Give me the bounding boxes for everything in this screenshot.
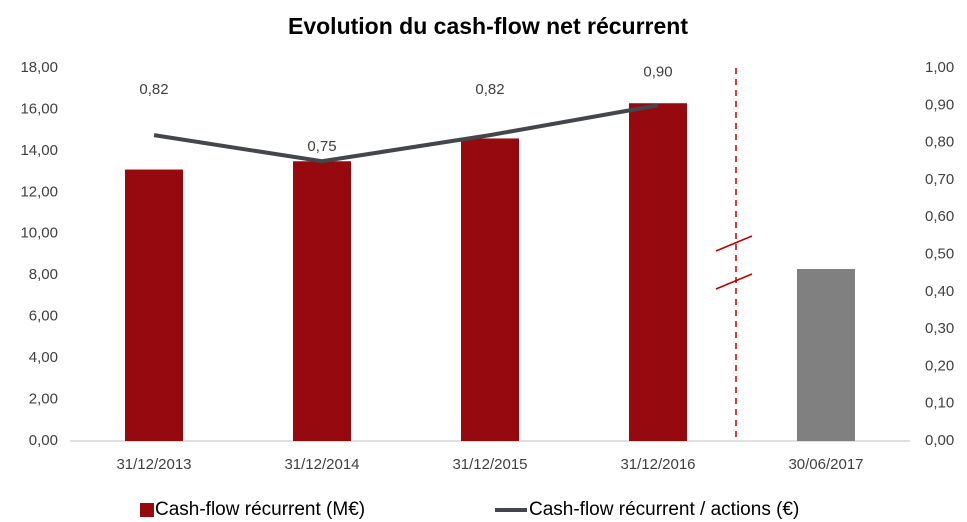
y2-tick-label: 0,40	[925, 283, 954, 300]
data-label: 0,90	[643, 63, 672, 80]
chart-title: Evolution du cash-flow net récurrent	[288, 13, 688, 39]
y-tick-label: 16,00	[20, 100, 58, 117]
x-tick-label: 31/12/2014	[284, 456, 359, 473]
bar	[797, 269, 855, 441]
legend-swatch	[140, 503, 154, 517]
y-tick-label: 0,00	[29, 432, 58, 449]
legend-label: Cash-flow récurrent (M€)	[155, 499, 365, 520]
data-label: 0,82	[139, 81, 168, 98]
axis-break	[715, 273, 753, 290]
x-tick-label: 31/12/2015	[452, 456, 527, 473]
bar	[293, 161, 351, 441]
axis-break	[715, 235, 753, 252]
y-tick-label: 6,00	[29, 308, 58, 325]
y2-tick-label: 0,10	[925, 395, 954, 412]
y2-tick-label: 0,70	[925, 171, 954, 188]
bar	[629, 103, 687, 441]
y-tick-label: 8,00	[29, 266, 58, 283]
line	[153, 103, 659, 164]
y-tick-label: 12,00	[20, 183, 58, 200]
x-tick-label: 31/12/2016	[620, 456, 695, 473]
data-label: 0,75	[307, 138, 336, 155]
legend-label: Cash-flow récurrent / actions (€)	[529, 499, 799, 520]
bar	[125, 169, 183, 442]
y-tick-label: 4,00	[29, 349, 58, 366]
x-tick-label: 30/06/2017	[788, 456, 863, 473]
y-tick-label: 14,00	[20, 142, 58, 159]
y2-tick-label: 0,60	[925, 208, 954, 225]
y2-tick-label: 0,50	[925, 245, 954, 262]
y-tick-label: 18,00	[20, 59, 58, 76]
y2-tick-label: 0,30	[925, 320, 954, 337]
y-tick-label: 10,00	[20, 225, 58, 242]
y2-tick-label: 0,80	[925, 134, 954, 151]
bar	[461, 138, 519, 441]
y2-tick-label: 0,90	[925, 96, 954, 113]
x-tick-label: 31/12/2013	[116, 456, 191, 473]
y2-tick-label: 0,00	[925, 432, 954, 449]
y2-tick-label: 1,00	[925, 59, 954, 76]
y-tick-label: 2,00	[29, 391, 58, 408]
data-label: 0,82	[475, 81, 504, 98]
y2-tick-label: 0,20	[925, 357, 954, 374]
